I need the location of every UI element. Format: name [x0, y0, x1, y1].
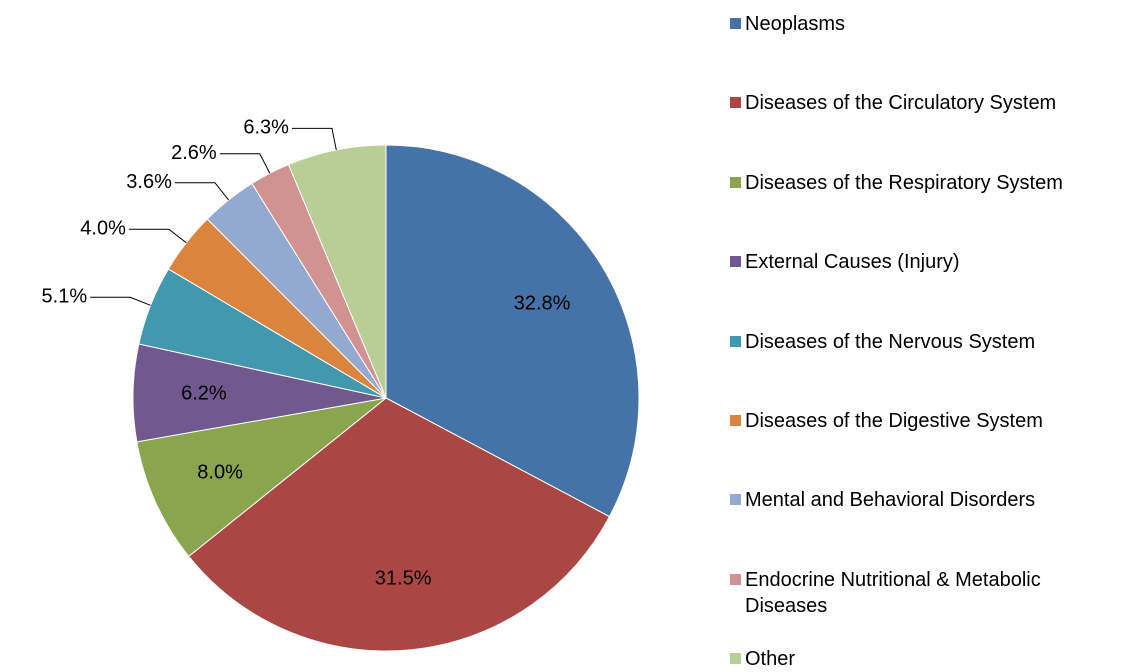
- pie-slice: [136, 397, 387, 558]
- leader-line: [128, 228, 187, 244]
- legend-label: Mental and Behavioral Disorders: [745, 489, 1036, 512]
- pie-slice: [385, 144, 640, 518]
- data-label: 6.2%: [181, 383, 227, 405]
- data-label: 32.8%: [514, 292, 571, 314]
- legend-swatch: [730, 176, 741, 188]
- legend-item: Diseases of the Respiratory System: [730, 170, 1115, 196]
- legend-item: Diseases of the Circulatory System: [730, 90, 1115, 116]
- legend-swatch: [730, 653, 741, 665]
- legend-label: Neoplasms: [745, 13, 846, 35]
- data-label: 2.6%: [171, 142, 217, 164]
- legend-label: Endocrine Nutritional & Metabolic Diseas…: [745, 568, 1041, 617]
- legend-swatch: [730, 415, 741, 426]
- legend-item: Neoplasms: [730, 11, 1115, 37]
- data-label: 4.0%: [80, 218, 126, 240]
- pie-slice: [187, 397, 611, 652]
- legend-item: Other: [730, 646, 1115, 672]
- legend-label: Diseases of the Digestive System: [745, 410, 1043, 432]
- legend-swatch: [730, 335, 741, 347]
- legend-item: External Causes (Injury): [730, 249, 1115, 275]
- legend-item: Diseases of the Nervous System: [730, 329, 1115, 355]
- data-label: 8.0%: [197, 461, 243, 483]
- legend-swatch: [730, 494, 741, 506]
- legend-swatch: [730, 256, 741, 268]
- legend-item: Mental and Behavioral Disorders: [730, 487, 1115, 513]
- legend-swatch: [730, 97, 741, 109]
- data-label: 6.3%: [243, 117, 289, 139]
- legend-item: Diseases of the Digestive System: [730, 408, 1115, 434]
- data-label: 31.5%: [375, 568, 432, 590]
- leader-line: [219, 153, 271, 174]
- leader-line: [291, 127, 337, 151]
- leader-line: [90, 296, 151, 306]
- chart: 32.8% 31.5% 8.0% 6.2% 5.1% 4.0% 3.6% 2.6% 6.3%: [42, 117, 640, 652]
- legend-item: Endocrine Nutritional & Metabolic Diseas…: [730, 567, 1115, 619]
- legend-label: Diseases of the Circulatory System: [745, 92, 1057, 115]
- legend-label: Other: [745, 648, 796, 671]
- legend-label: External Causes (Injury): [745, 251, 960, 274]
- legend-swatch: [730, 573, 741, 585]
- data-label: 5.1%: [42, 286, 88, 308]
- legend-label: Diseases of the Respiratory System: [745, 171, 1063, 194]
- legend-label: Diseases of the Nervous System: [745, 330, 1036, 353]
- leader-line: [174, 182, 229, 201]
- data-label: 3.6%: [126, 171, 172, 193]
- legend-swatch: [730, 18, 741, 29]
